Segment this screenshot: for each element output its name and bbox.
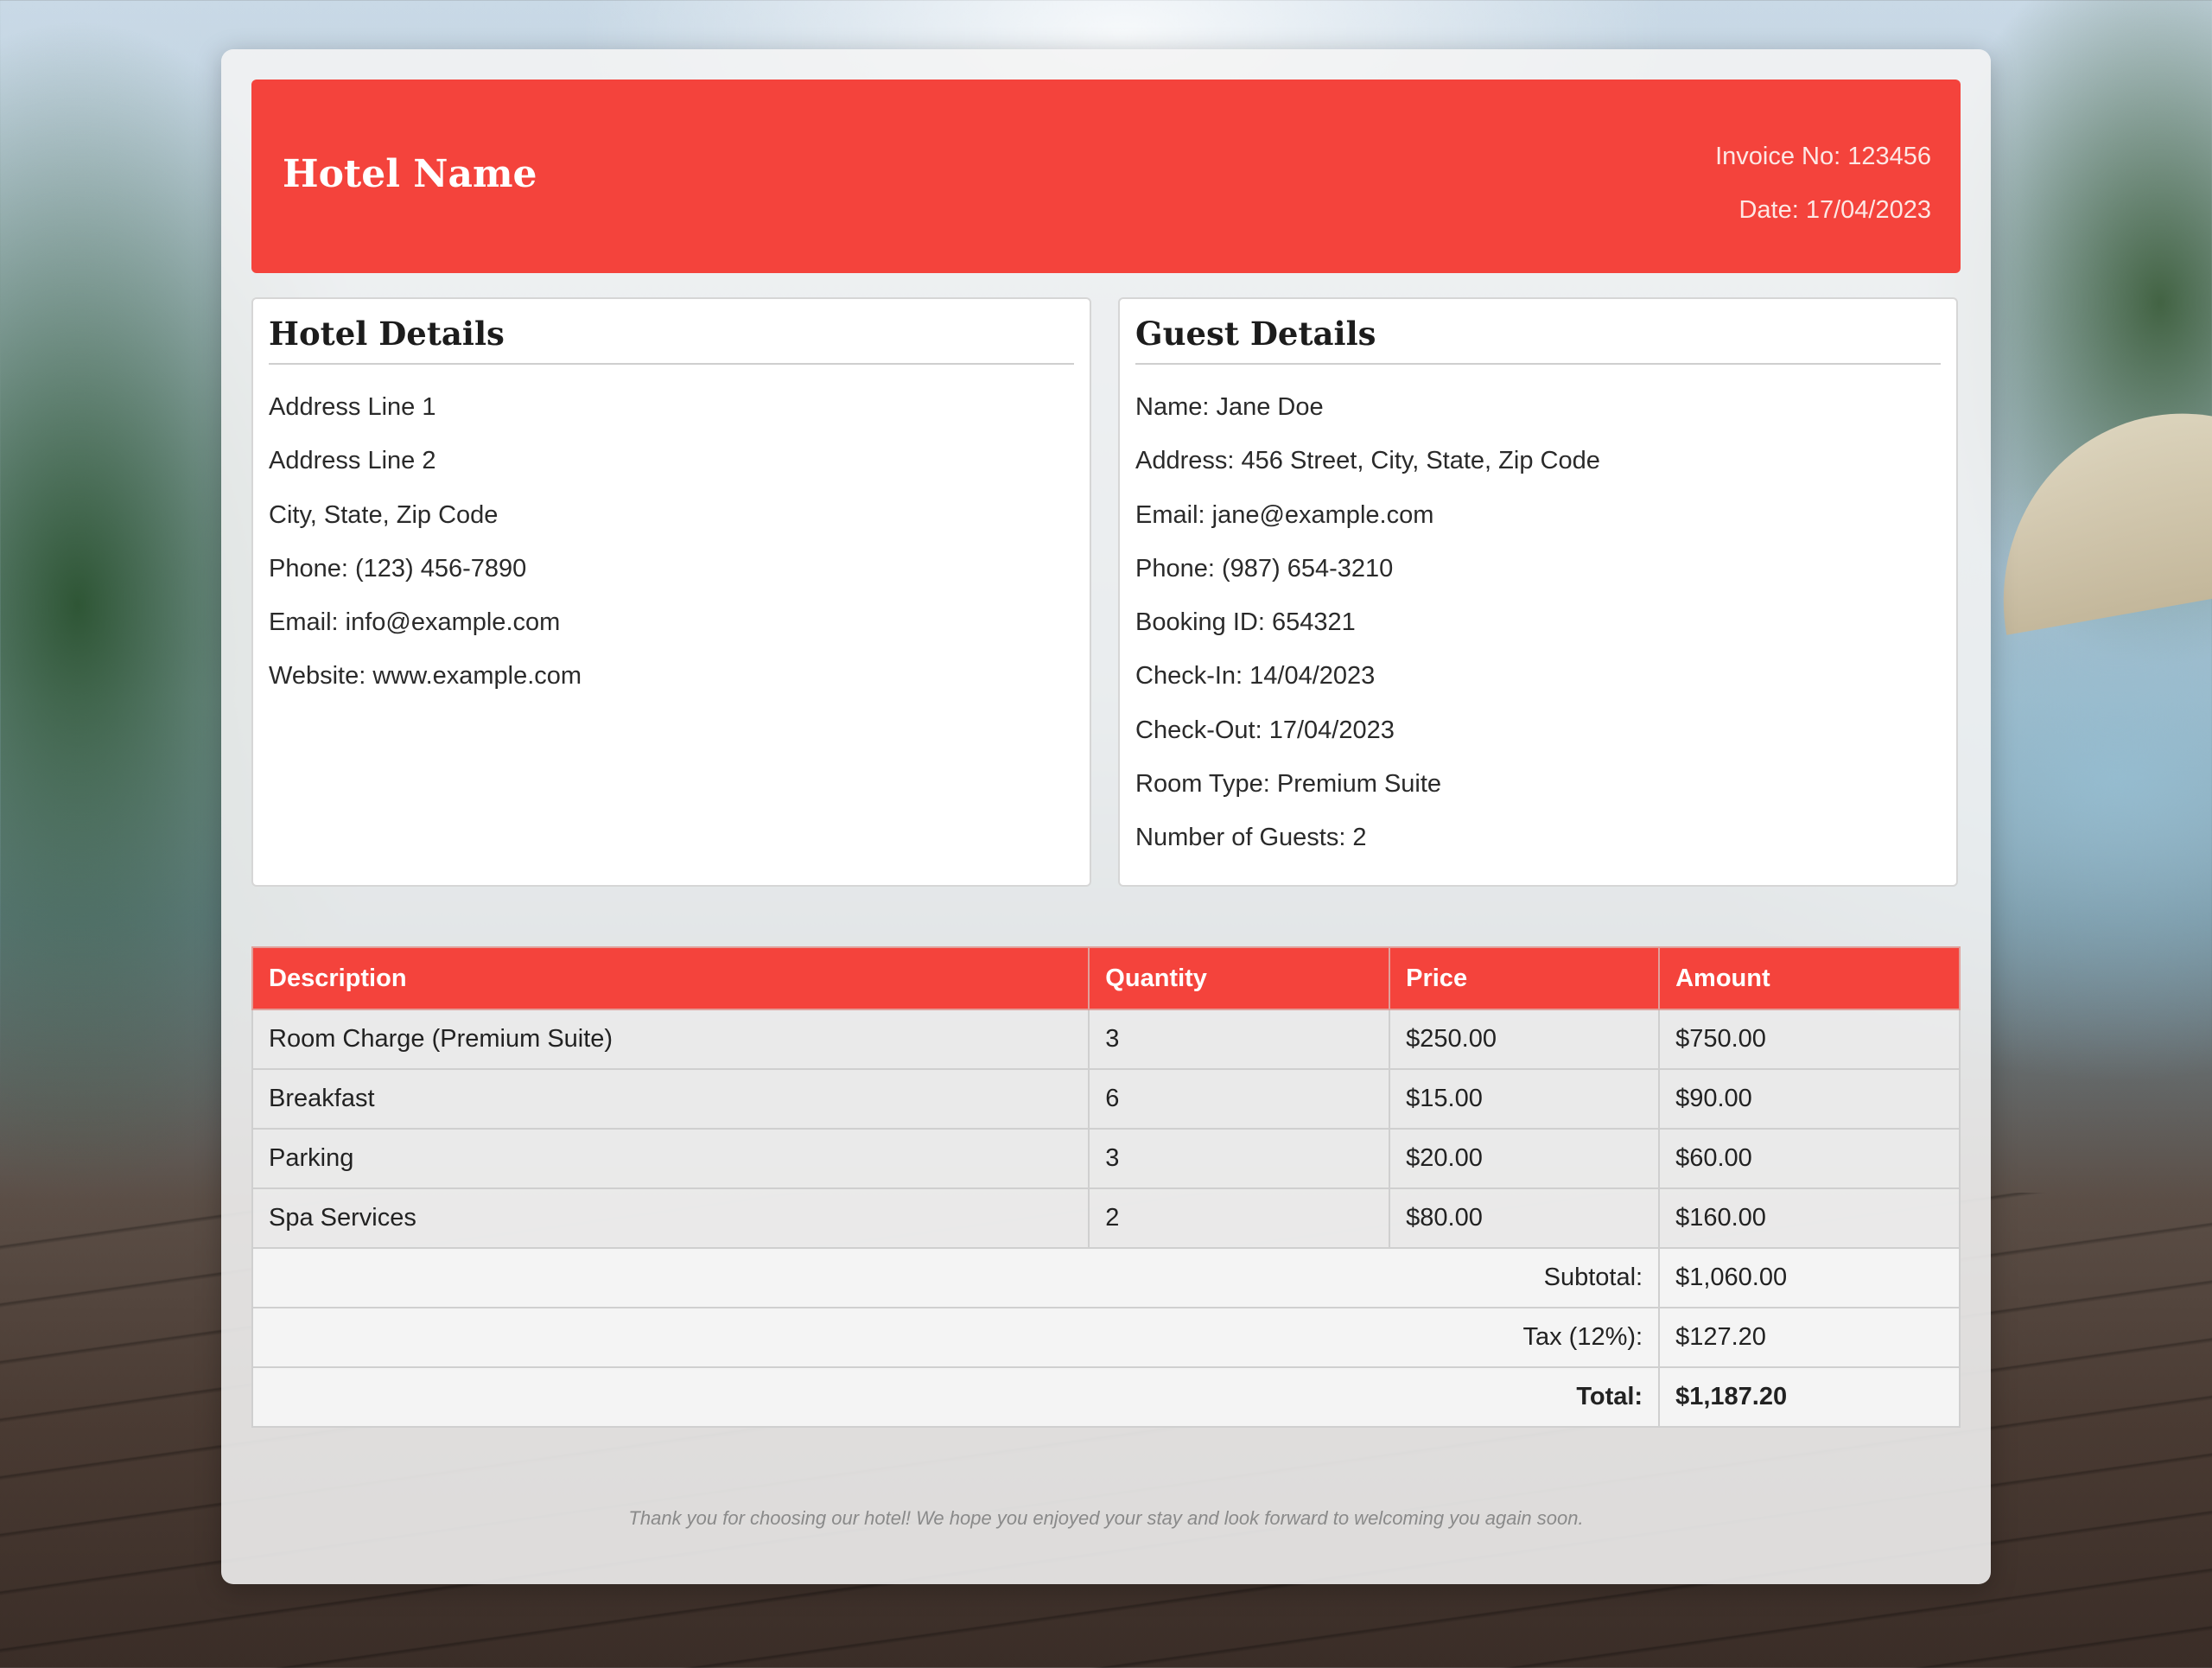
item-quantity: 2 (1088, 1187, 1391, 1249)
invoice-header: Hotel Name Invoice No: 123456 Date: 17/0… (251, 80, 1961, 273)
subtotal-row: Subtotal: $1,060.00 (251, 1247, 1961, 1308)
invoice-date: Date: 17/04/2023 (1738, 196, 1931, 224)
item-quantity: 6 (1088, 1068, 1391, 1130)
hotel-address-line-2: Address Line 2 (269, 447, 436, 475)
hotel-details-card: Hotel Details Address Line 1 Address Lin… (251, 297, 1091, 887)
item-price: $80.00 (1389, 1187, 1661, 1249)
hotel-phone: Phone: (123) 456-7890 (269, 554, 527, 583)
tax-row: Tax (12%): $127.20 (251, 1307, 1961, 1368)
item-description: Parking (251, 1128, 1090, 1189)
table-row: Parking 3 $20.00 $60.00 (251, 1128, 1961, 1189)
column-header-amount: Amount (1658, 946, 1961, 1010)
guest-booking-id: Booking ID: 654321 (1135, 608, 1356, 637)
column-header-price: Price (1389, 946, 1661, 1010)
background-umbrella (1974, 385, 2212, 635)
hotel-details-list: Address Line 1 Address Line 2 City, Stat… (269, 380, 1074, 703)
invoice-number: Invoice No: 123456 (1715, 143, 1931, 170)
hotel-city-state-zip: City, State, Zip Code (269, 500, 499, 529)
guest-address: Address: 456 Street, City, State, Zip Co… (1135, 447, 1600, 475)
column-header-quantity: Quantity (1088, 946, 1391, 1010)
invoice-items-table: Description Quantity Price Amount Room C… (251, 946, 1961, 1428)
hotel-email: Email: info@example.com (269, 608, 561, 637)
hotel-address-line-1: Address Line 1 (269, 393, 436, 421)
subtotal-value: $1,060.00 (1658, 1247, 1961, 1308)
table-row: Spa Services 2 $80.00 $160.00 (251, 1187, 1961, 1249)
column-header-description: Description (251, 946, 1090, 1010)
guest-count: Number of Guests: 2 (1135, 824, 1367, 852)
hotel-name: Hotel Name (283, 152, 537, 196)
guest-email: Email: jane@example.com (1135, 500, 1434, 529)
guest-room-type: Room Type: Premium Suite (1135, 770, 1442, 799)
guest-details-title: Guest Details (1135, 315, 1941, 365)
item-description: Spa Services (251, 1187, 1090, 1249)
item-quantity: 3 (1088, 1128, 1391, 1189)
hotel-website: Website: www.example.com (269, 662, 582, 691)
subtotal-label: Subtotal: (251, 1247, 1661, 1308)
guest-phone: Phone: (987) 654-3210 (1135, 554, 1394, 583)
thank-you-note: Thank you for choosing our hotel! We hop… (628, 1507, 1584, 1529)
item-description: Breakfast (251, 1068, 1090, 1130)
table-row: Room Charge (Premium Suite) 3 $250.00 $7… (251, 1009, 1961, 1070)
item-amount: $60.00 (1658, 1128, 1961, 1189)
hotel-details-title: Hotel Details (269, 315, 1074, 365)
guest-details-card: Guest Details Name: Jane Doe Address: 45… (1118, 297, 1958, 887)
invoice-meta: Invoice No: 123456 Date: 17/04/2023 (1715, 130, 1931, 237)
item-amount: $750.00 (1658, 1009, 1961, 1070)
guest-check-in: Check-In: 14/04/2023 (1135, 662, 1376, 691)
table-header-row: Description Quantity Price Amount (251, 946, 1961, 1010)
total-row: Total: $1,187.20 (251, 1366, 1961, 1428)
item-quantity: 3 (1088, 1009, 1391, 1070)
item-amount: $160.00 (1658, 1187, 1961, 1249)
item-price: $20.00 (1389, 1128, 1661, 1189)
item-price: $15.00 (1389, 1068, 1661, 1130)
table-row: Breakfast 6 $15.00 $90.00 (251, 1068, 1961, 1130)
tax-label: Tax (12%): (251, 1307, 1661, 1368)
guest-name: Name: Jane Doe (1135, 393, 1324, 421)
total-label: Total: (251, 1366, 1661, 1428)
item-amount: $90.00 (1658, 1068, 1961, 1130)
invoice-sheet: Hotel Name Invoice No: 123456 Date: 17/0… (221, 49, 1991, 1584)
tax-value: $127.20 (1658, 1307, 1961, 1368)
item-description: Room Charge (Premium Suite) (251, 1009, 1090, 1070)
item-price: $250.00 (1389, 1009, 1661, 1070)
total-value: $1,187.20 (1658, 1366, 1961, 1428)
guest-check-out: Check-Out: 17/04/2023 (1135, 716, 1395, 744)
guest-details-list: Name: Jane Doe Address: 456 Street, City… (1135, 380, 1941, 865)
